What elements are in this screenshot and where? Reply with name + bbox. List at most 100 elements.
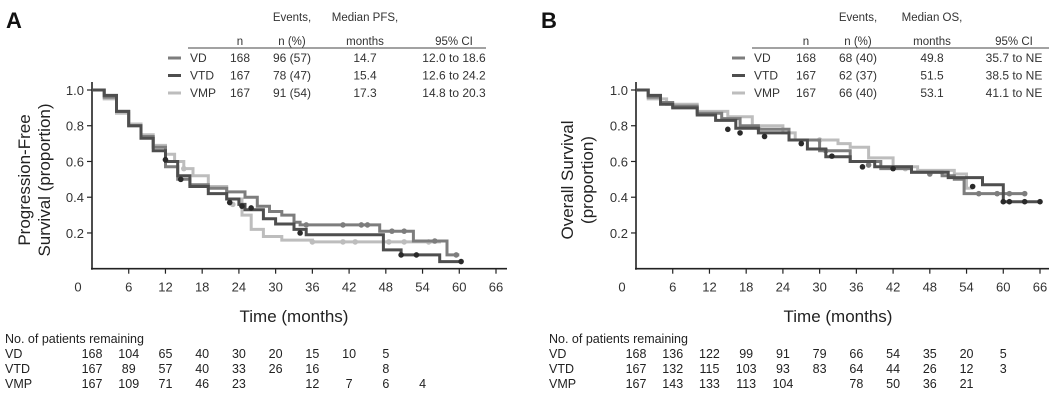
at-risk-count: 26 xyxy=(269,362,283,376)
censor-mark-vd xyxy=(364,222,371,228)
at-risk-count: 168 xyxy=(82,347,103,361)
legend-median: 51.5 xyxy=(920,69,944,83)
censor-mark-vmp xyxy=(386,239,392,245)
legend-header-months: months xyxy=(913,36,951,48)
at-risk-count: 16 xyxy=(305,362,319,376)
censor-mark-vd xyxy=(453,252,460,258)
at-risk-arm: VMP xyxy=(5,377,32,391)
panel-label-b: B xyxy=(541,8,557,33)
at-risk-count: 6 xyxy=(382,377,389,391)
y-tick-label: 1.0 xyxy=(66,83,84,98)
at-risk-count: 7 xyxy=(346,377,353,391)
at-risk-count: 5 xyxy=(382,347,389,361)
legend-arm: VTD xyxy=(190,69,214,83)
panel-label-a: A xyxy=(6,8,22,33)
y-axis-title: Survival (proportion) xyxy=(35,103,54,256)
y-axis-title: (proportion) xyxy=(578,136,597,224)
legend-header-n: n xyxy=(237,36,243,48)
legend-ci: 14.8 to 20.3 xyxy=(422,86,486,100)
x-tick-label: 12 xyxy=(158,280,172,295)
at-risk-count: 10 xyxy=(342,347,356,361)
legend-events: 68 (40) xyxy=(839,51,877,65)
at-risk-arm: VD xyxy=(5,347,22,361)
censor-mark-vd xyxy=(303,222,310,228)
x-tick-label: 18 xyxy=(195,280,209,295)
censor-mark-vtd xyxy=(1037,198,1043,205)
x-tick-label: 0 xyxy=(618,280,625,295)
y-tick-label: 0.6 xyxy=(66,154,84,169)
x-tick-label: 36 xyxy=(849,280,863,295)
censor-mark-vtd xyxy=(1021,198,1028,205)
at-risk-count: 167 xyxy=(82,362,103,376)
at-risk-count: 46 xyxy=(195,377,209,391)
censor-mark-vtd xyxy=(725,126,731,133)
at-risk-count: 79 xyxy=(813,347,827,361)
at-risk-count: 26 xyxy=(923,362,937,376)
legend-arm: VD xyxy=(754,51,771,65)
censor-mark-vtd xyxy=(398,252,404,258)
legend-header-median: Median OS, xyxy=(902,12,963,24)
km-curve-vtd xyxy=(636,88,1040,204)
legend-events: 78 (47) xyxy=(273,69,311,83)
pfs-panel: 0 6 12 18 24 30 36 42 48 54 60 661.00.80.60.40.2Tim… xyxy=(5,12,507,391)
at-risk-arm: VTD xyxy=(549,362,574,376)
censor-mark-vtd xyxy=(798,140,805,147)
censor-mark-vtd xyxy=(969,183,976,190)
at-risk-title: No. of patients remaining xyxy=(549,332,688,346)
legend-arm: VTD xyxy=(754,69,778,83)
legend-header-median: Median PFS, xyxy=(332,12,398,24)
at-risk-count: 91 xyxy=(776,347,790,361)
at-risk-count: 71 xyxy=(159,377,173,391)
x-tick-label: 48 xyxy=(379,280,393,295)
x-axis-title: Time (months) xyxy=(240,307,349,326)
legend-arm: VD xyxy=(190,51,207,65)
legend-header-n: n xyxy=(803,36,809,48)
censor-mark-vmp xyxy=(352,239,359,245)
censor-mark-vtd xyxy=(297,230,303,236)
censor-mark-vtd xyxy=(761,133,768,140)
at-risk-count: 66 xyxy=(849,347,863,361)
legend-arm: VMP xyxy=(190,86,216,100)
os-panel: 0 6 12 18 24 30 36 42 48 54 60 66 1.0 0.8 0.6 0.4 0.2 Tim… xyxy=(549,12,1049,391)
legend-n: 167 xyxy=(796,86,816,100)
censor-mark-vtd xyxy=(177,176,184,183)
x-tick-label: 18 xyxy=(739,280,753,295)
at-risk-count: 15 xyxy=(305,347,319,361)
legend-events: 66 (40) xyxy=(839,86,877,100)
y-axis-title: Progression-Free xyxy=(15,114,34,245)
y-tick-label: 1.0 xyxy=(610,83,628,98)
legend-events: 96 (57) xyxy=(273,51,311,65)
legend-n: 167 xyxy=(230,86,250,100)
y-tick-label: 0.2 xyxy=(610,226,628,241)
x-tick-label: 0 xyxy=(74,280,81,295)
censor-mark-vtd xyxy=(890,165,896,172)
at-risk-count: 12 xyxy=(960,362,974,376)
legend-n: 167 xyxy=(796,69,816,83)
x-tick-label: 24 xyxy=(232,280,246,295)
at-risk-count: 57 xyxy=(159,362,173,376)
x-tick-label: 66 xyxy=(1033,280,1047,295)
censor-mark-vtd xyxy=(458,258,464,265)
legend-n: 167 xyxy=(230,69,250,83)
legend-header-ci: 95% CI xyxy=(435,36,473,48)
at-risk-count: 83 xyxy=(813,362,827,376)
at-risk-count: 4 xyxy=(419,377,426,391)
at-risk-count: 23 xyxy=(232,377,246,391)
at-risk-count: 20 xyxy=(960,347,974,361)
at-risk-count: 167 xyxy=(626,362,647,376)
at-risk-count: 35 xyxy=(923,347,937,361)
x-axis-title: Time (months) xyxy=(784,307,893,326)
at-risk-arm: VMP xyxy=(549,377,576,391)
at-risk-count: 50 xyxy=(886,377,900,391)
x-tick-label: 48 xyxy=(923,280,937,295)
legend-ci: 12.6 to 24.2 xyxy=(422,69,486,83)
x-tick-label: 6 xyxy=(669,280,676,295)
at-risk-count: 5 xyxy=(1000,347,1007,361)
censor-mark-vmp xyxy=(309,239,316,245)
legend-median: 17.3 xyxy=(353,86,377,100)
censor-mark-vmp xyxy=(340,239,346,245)
y-tick-label: 0.2 xyxy=(66,226,84,241)
x-tick-label: 6 xyxy=(125,280,132,295)
censor-mark-vtd xyxy=(226,199,233,206)
